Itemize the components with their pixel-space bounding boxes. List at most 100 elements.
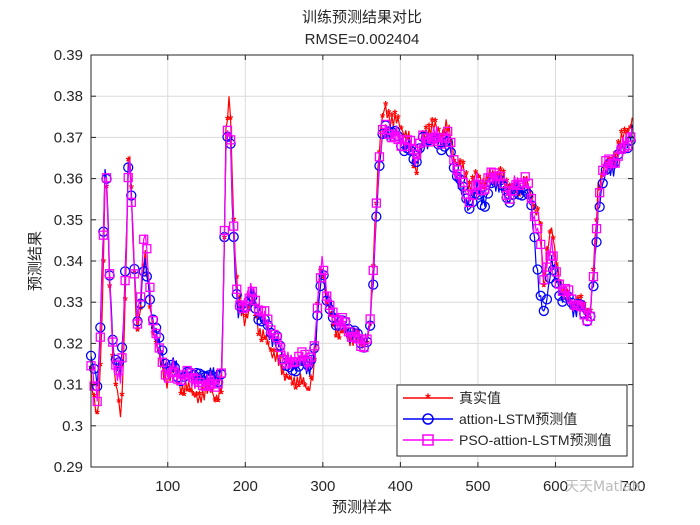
svg-text:*: * [101, 255, 107, 270]
y-tick-label: 0.34 [54, 253, 83, 270]
svg-text:*: * [284, 370, 290, 385]
legend-label: 真实值 [459, 391, 501, 407]
svg-text:*: * [389, 109, 395, 124]
svg-text:*: * [414, 167, 420, 182]
svg-text:*: * [309, 371, 315, 386]
svg-text:*: * [178, 387, 184, 402]
svg-text:*: * [228, 112, 234, 127]
svg-text:*: * [544, 243, 550, 258]
svg-text:*: * [302, 379, 308, 394]
svg-text:*: * [423, 122, 429, 137]
asterisk-marker-icon: * [425, 390, 431, 406]
y-tick-label: 0.33 [54, 294, 83, 311]
svg-text:*: * [548, 226, 554, 241]
y-tick-label: 0.32 [54, 335, 83, 352]
svg-text:*: * [299, 377, 305, 392]
svg-text:*: * [399, 122, 405, 137]
svg-text:*: * [622, 123, 628, 138]
svg-text:*: * [119, 389, 125, 404]
svg-text:*: * [476, 170, 482, 185]
y-axis-label: 预测结果 [26, 231, 44, 291]
svg-text:*: * [265, 337, 271, 352]
svg-text:*: * [213, 394, 219, 409]
svg-text:*: * [296, 380, 302, 395]
svg-text:*: * [554, 258, 560, 273]
svg-text:*: * [194, 388, 200, 403]
svg-text:*: * [436, 123, 442, 138]
svg-text:*: * [126, 153, 132, 168]
svg-text:*: * [287, 372, 293, 387]
x-tick-label: 400 [388, 478, 413, 495]
svg-text:*: * [306, 383, 312, 398]
x-tick-label: 100 [155, 478, 180, 495]
svg-text:*: * [619, 126, 625, 141]
svg-text:*: * [541, 280, 547, 295]
circle-marker-icon [422, 413, 434, 425]
svg-text:*: * [386, 106, 392, 121]
svg-text:*: * [256, 328, 262, 343]
svg-text:*: * [216, 395, 222, 410]
x-tick-label: 600 [543, 478, 568, 495]
plot-area: ****************************************… [85, 96, 636, 421]
x-tick-label: 200 [233, 478, 258, 495]
svg-text:*: * [95, 406, 101, 421]
axis-ticks: 100 200 300 400 500 600 700 0.29 0.3 0.31 0.32 0.33… [54, 47, 646, 495]
chart-title: 训练预测结果对比 [302, 8, 422, 26]
svg-text:*: * [330, 319, 336, 334]
y-tick-label: 0.39 [54, 47, 83, 64]
svg-text:*: * [396, 111, 402, 126]
svg-text:*: * [498, 163, 504, 178]
svg-text:*: * [467, 176, 473, 191]
svg-text:*: * [625, 125, 631, 140]
svg-text:*: * [113, 378, 119, 393]
svg-text:*: * [244, 309, 250, 324]
svg-text:*: * [225, 113, 231, 128]
y-tick-label: 0.36 [54, 171, 83, 188]
y-tick-label: 0.37 [54, 129, 83, 146]
svg-text:*: * [380, 110, 386, 125]
svg-text:*: * [616, 136, 622, 151]
svg-text:*: * [383, 98, 389, 113]
y-tick-label: 0.31 [54, 377, 83, 394]
svg-text:*: * [129, 181, 135, 196]
svg-text:*: * [219, 387, 225, 402]
watermark: 天天Matlab [565, 479, 641, 495]
svg-text:*: * [98, 358, 104, 373]
svg-text:*: * [185, 384, 191, 399]
svg-text:*: * [278, 351, 284, 366]
legend-item-true: * 真实值 [403, 390, 501, 407]
svg-text:*: * [628, 121, 634, 136]
svg-text:*: * [402, 130, 408, 145]
y-tick-label: 0.29 [54, 459, 83, 476]
svg-text:*: * [470, 171, 476, 186]
x-tick-label: 500 [465, 478, 490, 495]
svg-text:*: * [268, 344, 274, 359]
svg-text:*: * [191, 388, 197, 403]
chart-subtitle: RMSE=0.002404 [305, 31, 420, 48]
svg-text:*: * [411, 160, 417, 175]
legend-item-attion-lstm: attion-LSTM预测值 [403, 411, 577, 427]
x-tick-label: 300 [310, 478, 335, 495]
y-tick-label: 0.35 [54, 212, 83, 229]
svg-text:*: * [182, 388, 188, 403]
svg-text:*: * [430, 114, 436, 129]
legend-label: PSO-attion-LSTM预测值 [459, 432, 611, 448]
square-marker-icon [422, 434, 434, 446]
legend: * 真实值 attion-LSTM预测值 PSO-attion-LSTM预测值 [396, 384, 628, 457]
svg-text:*: * [262, 332, 268, 347]
y-tick-label: 0.3 [62, 418, 83, 435]
svg-text:*: * [237, 291, 243, 306]
y-tick-label: 0.38 [54, 88, 83, 105]
svg-text:*: * [461, 157, 467, 172]
svg-text:*: * [473, 166, 479, 181]
svg-text:*: * [458, 155, 464, 170]
svg-text:*: * [259, 335, 265, 350]
svg-text:*: * [151, 327, 157, 342]
x-tick-label: 700 [620, 478, 645, 495]
svg-text:*: * [516, 189, 522, 204]
svg-text:*: * [551, 232, 557, 247]
svg-text:*: * [333, 330, 339, 345]
svg-text:*: * [392, 107, 398, 122]
svg-text:*: * [135, 324, 141, 339]
